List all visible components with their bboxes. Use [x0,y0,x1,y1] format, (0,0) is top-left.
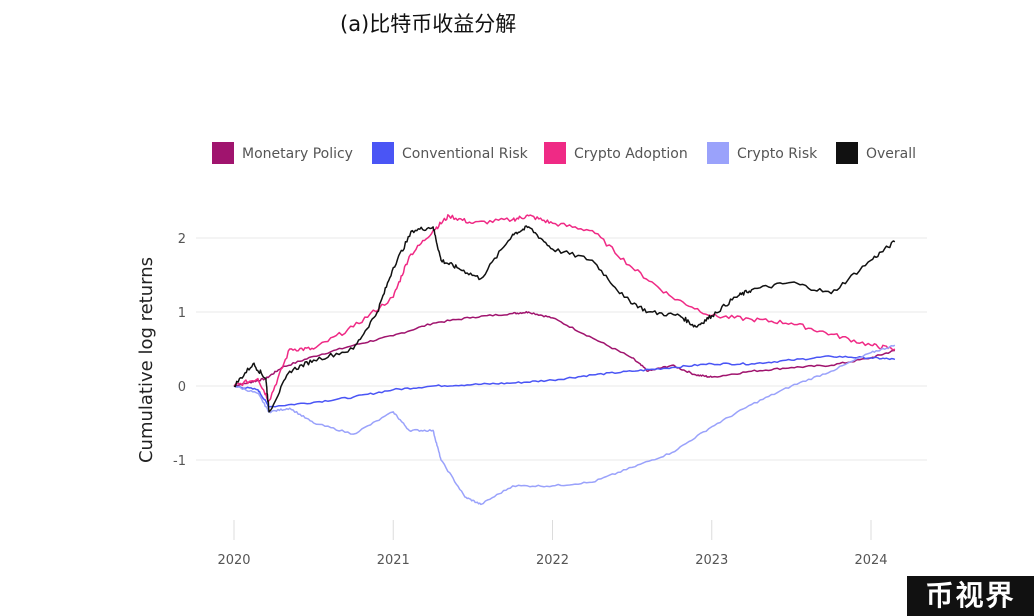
x-tick-label: 2022 [536,553,569,568]
x-tick-label: 2021 [377,553,410,568]
series-line-monetary-policy [233,310,895,387]
legend-item: Crypto Risk [707,142,818,164]
legend-item: Conventional Risk [372,142,529,164]
legend-swatch [544,142,566,164]
legend-label: Crypto Risk [737,146,818,162]
watermark-logo: 币视界 [907,576,1034,616]
legend-swatch [707,142,729,164]
legend-label: Crypto Adoption [574,146,688,162]
y-tick-label: 2 [178,232,186,247]
series-line-crypto-risk [233,344,896,506]
legend: Monetary Policy Conventional Risk Crypto A… [212,142,916,164]
legend-item: Overall [836,142,916,164]
legend-label: Conventional Risk [402,146,529,162]
legend-label: Overall [866,146,916,162]
legend-swatch [372,142,394,164]
x-tick-label: 2024 [854,553,887,568]
y-axis-ticks: 2 1 0 -1 [173,232,186,469]
y-tick-label: 1 [178,306,186,321]
chart-title: (a)比特币收益分解 [340,12,517,36]
x-tick-label: 2020 [217,553,250,568]
legend-label: Monetary Policy [242,146,353,162]
x-axis-ticks: 2020 2021 2022 2023 2024 [217,520,888,568]
series-line-overall [233,225,896,413]
legend-swatch [836,142,858,164]
legend-swatch [212,142,234,164]
y-tick-label: -1 [173,454,186,469]
y-axis-label: Cumulative log returns [136,257,157,463]
grid [196,237,927,461]
series-line-conventional-risk [233,355,896,408]
series-lines [233,214,896,506]
series-line-crypto-adoption [233,214,896,402]
legend-item: Crypto Adoption [544,142,688,164]
legend-item: Monetary Policy [212,142,353,164]
x-tick-label: 2023 [695,553,728,568]
y-tick-label: 0 [178,380,186,395]
